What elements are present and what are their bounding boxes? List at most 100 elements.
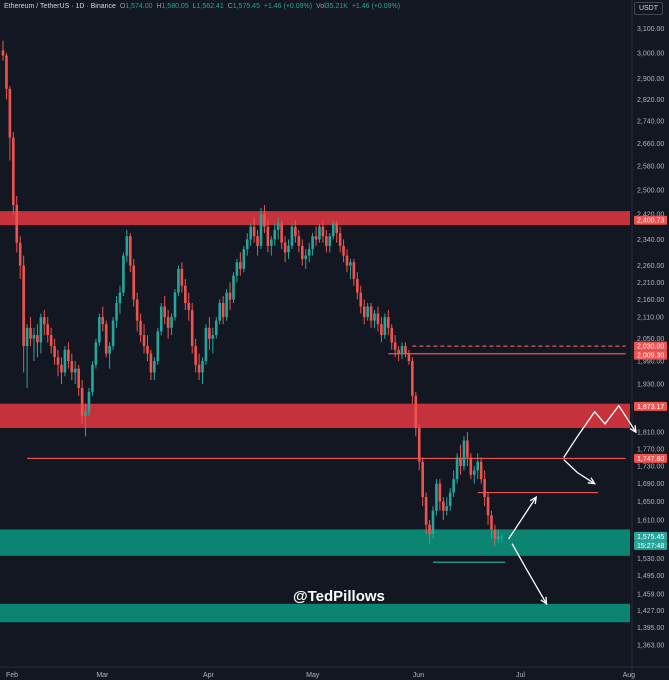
candle-body [393, 342, 397, 350]
x-tick-label: Aug [623, 672, 636, 679]
candle-body [29, 327, 32, 339]
candle-body [91, 364, 94, 392]
candle-body [431, 510, 435, 535]
candle-body [421, 461, 424, 498]
y-tick-label: 2,260.00 [637, 263, 664, 270]
candle-body [211, 335, 215, 339]
candle-body [1, 50, 5, 56]
candle-body [18, 242, 22, 266]
candle-body [194, 346, 197, 365]
y-tick-label: 1,810.00 [637, 430, 664, 437]
candle-body [53, 346, 56, 358]
x-tick-label: Mar [96, 672, 109, 679]
candle-body [163, 306, 166, 318]
candle-body [249, 226, 252, 240]
candle-body [428, 524, 431, 535]
candle-body [483, 479, 486, 498]
low-value: 1,562.41 [196, 3, 224, 10]
candle-body [356, 278, 359, 293]
y-tick-label: 1,610.00 [637, 518, 664, 525]
zone-resistance-0 [0, 211, 630, 226]
y-tick-label: 2,580.00 [637, 164, 664, 171]
y-tick-label: 1,730.00 [637, 464, 664, 471]
close-value: 1,575.45 [232, 3, 260, 10]
candle-body [300, 245, 304, 259]
candle-body [280, 223, 283, 243]
price-label-text: 1,575.45 [637, 534, 664, 541]
candle-body [369, 306, 373, 321]
candle-body [362, 306, 366, 318]
candle-body [94, 342, 98, 365]
candle-body [104, 324, 108, 354]
projection-arrowhead-3 [540, 596, 548, 606]
y-tick-label: 2,050.00 [637, 336, 664, 343]
candle-body [111, 320, 115, 347]
candle-body [476, 461, 480, 471]
candle-body [383, 317, 387, 336]
candle-body [328, 236, 332, 246]
candle-body [8, 88, 12, 138]
y-tick-label: 2,210.00 [637, 280, 664, 287]
candle-body [80, 387, 84, 416]
x-tick-label: Feb [6, 672, 18, 679]
y-tick-label: 1,530.00 [637, 556, 664, 563]
candle-body [307, 249, 311, 256]
symbol-label: Ethereum / TetherUS · 1D · Binance [4, 3, 116, 10]
y-tick-label: 2,500.00 [637, 187, 664, 194]
candle-body [173, 292, 177, 318]
currency-button[interactable]: USDT [633, 2, 663, 15]
candle-body [373, 313, 376, 321]
candle-body [448, 492, 452, 507]
candle-body [414, 395, 418, 429]
price-label-box [634, 341, 667, 351]
legend-header: Ethereum / TetherUS · 1D · Binance O1,57… [4, 3, 400, 10]
price-label-text: 15:27:48 [637, 543, 664, 550]
candle-body [311, 236, 314, 250]
candle-body [349, 262, 352, 266]
price-label-text: 2,030.00 [637, 344, 664, 351]
candle-body [404, 346, 407, 354]
candle-body [263, 214, 266, 227]
candle-body [73, 368, 77, 373]
projection-path-0 [508, 496, 537, 540]
projection-arrowhead-0 [529, 495, 538, 505]
y-tick-label: 1,363.00 [637, 643, 664, 650]
candle-body [197, 364, 201, 373]
candle-body [225, 292, 228, 318]
candle-body [39, 317, 43, 343]
candle-body [84, 411, 87, 416]
candle-body [290, 226, 294, 246]
y-tick-label: 1,650.00 [637, 499, 664, 506]
candle-body [345, 255, 349, 266]
candle-body [359, 292, 363, 307]
zone-resistance-1 [0, 403, 630, 429]
candle-body [228, 292, 232, 300]
candle-body [32, 335, 36, 339]
candle-body [128, 236, 132, 266]
x-tick-label: Jul [516, 672, 525, 679]
y-tick-label: 3,100.00 [637, 26, 664, 33]
candle-body [135, 299, 139, 321]
candle-body [42, 317, 46, 325]
candle-body [245, 239, 249, 250]
candle-body [452, 479, 455, 493]
candle-body [190, 310, 194, 347]
candle-body [297, 236, 301, 246]
candle-body [77, 368, 80, 388]
candle-body [235, 262, 239, 276]
candle-body [177, 268, 180, 293]
candle-body [417, 428, 421, 462]
y-tick-label: 1,770.00 [637, 446, 664, 453]
candle-body [214, 320, 218, 336]
price-label-box [634, 531, 667, 541]
y-tick-label: 1,990.00 [637, 359, 664, 366]
x-tick-label: Jun [413, 672, 424, 679]
y-tick-label: 1,930.00 [637, 382, 664, 389]
candle-body [259, 214, 263, 246]
candle-body [318, 226, 321, 240]
price-label-box [634, 350, 667, 360]
candle-body [342, 245, 345, 256]
candle-body [435, 483, 438, 511]
